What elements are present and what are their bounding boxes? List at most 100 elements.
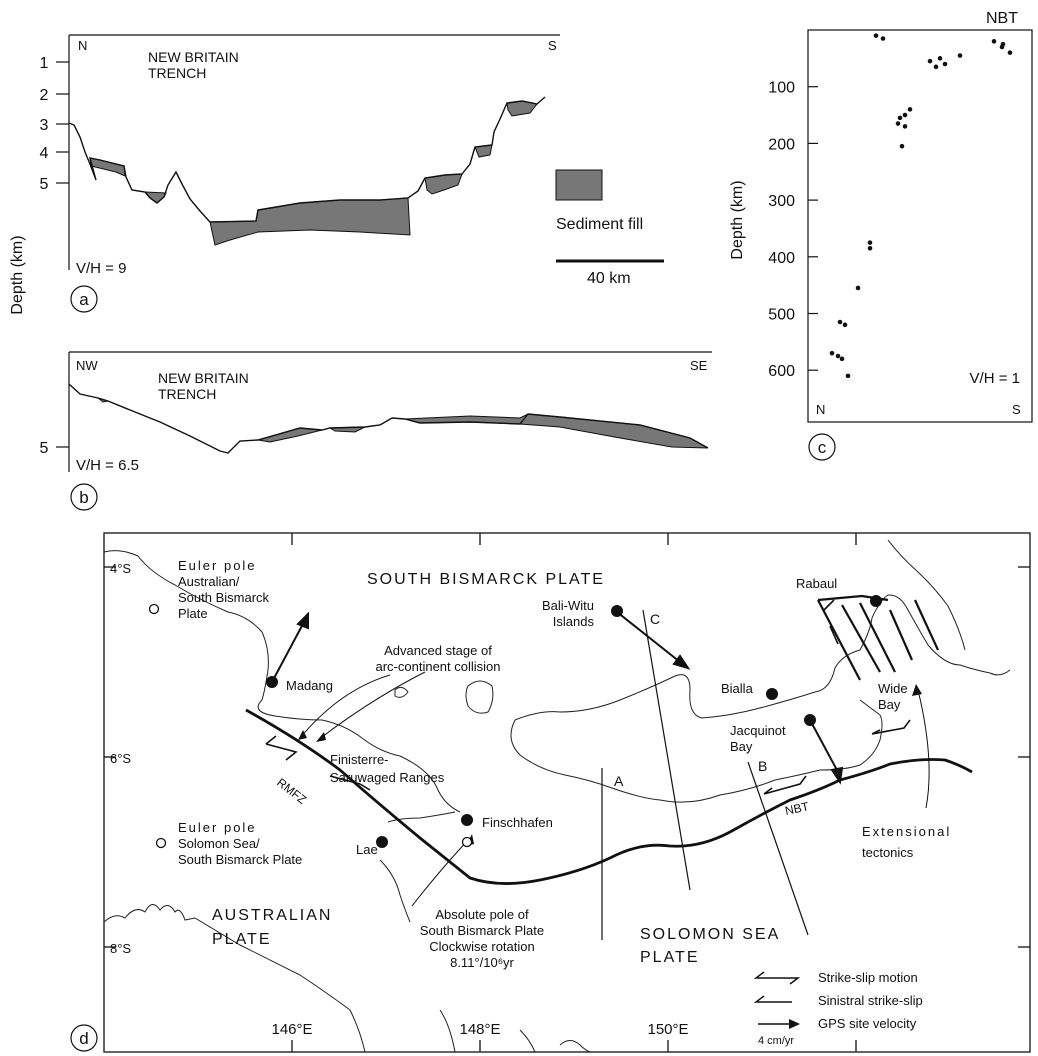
earthquake-point	[895, 121, 901, 126]
coastlines	[103, 539, 1011, 1053]
panel-a-badge-label: a	[79, 290, 89, 309]
finisterre-label-2: Saruwaged Ranges	[330, 770, 445, 785]
earthquake-point	[829, 350, 835, 356]
legend-gps-scale: 4 cm/yr	[758, 1035, 794, 1047]
absolute-4: 8.11°/10⁶yr	[450, 955, 514, 970]
lat-6s: 6°S	[110, 751, 131, 766]
shared-depth-label: Depth (km)	[9, 235, 26, 314]
sediment-fill-swatch	[555, 169, 603, 201]
absolute-pole-marker	[461, 836, 473, 848]
earthquake-point	[839, 356, 845, 362]
jacquinot-marker	[804, 714, 816, 726]
panel-a: 1 2 3 4 5 N S NEW BRITAIN TRENCH V/H = 9…	[40, 34, 664, 313]
earthquake-point	[845, 373, 851, 379]
lon-148e: 148°E	[459, 1021, 500, 1038]
panel-b-title-2: TRENCH	[158, 386, 216, 402]
lat-8s: 8°S	[110, 941, 131, 956]
panel-b-badge	[70, 483, 98, 511]
map-frame	[103, 532, 1031, 1053]
jacquinot-label-2: Bay	[730, 739, 753, 754]
earthquake-point	[933, 64, 939, 70]
nbt-label: NBT	[784, 799, 811, 818]
solomon-plate-label-2: PLATE	[640, 949, 700, 966]
earthquake-point	[880, 36, 886, 41]
legend-gps-head	[789, 1019, 800, 1029]
panel-a-ticks	[56, 61, 69, 184]
panel-c-north: N	[816, 402, 825, 417]
transect-c	[642, 609, 691, 891]
panel-c-south: S	[1012, 402, 1021, 417]
depth-tick-1: 1	[40, 55, 49, 72]
sediment-fill-label: Sediment fill	[556, 216, 643, 233]
madang-marker	[266, 676, 278, 688]
bali-witu-label-1: Bali-Witu	[542, 598, 594, 613]
panel-c-ytick-label: 300	[768, 193, 795, 210]
euler-pole-aus-marker	[148, 603, 160, 615]
depth-tick-3: 3	[40, 117, 49, 134]
absolute-2: South Bismarck Plate	[420, 923, 544, 938]
panel-c: NBT 100 200 300 400 500 600 Depth (km) N S V/…	[729, 10, 1033, 461]
solomon-plate-label-1: SOLOMON SEA	[640, 926, 780, 943]
panel-c-ytick-label: 600	[768, 363, 795, 380]
euler-aus-4: Plate	[178, 606, 208, 621]
absolute-1: Absolute pole of	[435, 907, 529, 922]
panel-a-vh: V/H = 9	[76, 260, 126, 277]
panel-a-badge	[70, 285, 98, 313]
earthquake-point	[855, 285, 861, 291]
legend-gps: GPS site velocity	[818, 1016, 917, 1031]
panel-b-depth-tick: 5	[40, 440, 49, 457]
panel-c-ytick-label: 400	[768, 250, 795, 267]
rabaul-label: Rabaul	[796, 576, 837, 591]
pole-markers	[148, 603, 473, 849]
euler-sol-2: Solomon Sea/	[178, 836, 260, 851]
euler-sol-3: South Bismarck Plate	[178, 852, 302, 867]
finisterre-label-1: Finisterre-	[330, 752, 389, 767]
extensional-1: Extensional	[862, 824, 951, 839]
earthquake-point	[1007, 50, 1013, 55]
extensional-2: tectonics	[862, 845, 914, 860]
site-markers	[266, 595, 882, 848]
panel-d-badge-label: d	[79, 1029, 88, 1048]
madang-label: Madang	[286, 678, 333, 693]
earthquake-point	[927, 58, 933, 64]
panel-b-se: SE	[690, 358, 708, 373]
legend-sinistral: Sinistral strike-slip	[818, 993, 923, 1008]
panel-c-ytick-label: 500	[768, 307, 795, 324]
depth-tick-2: 2	[40, 87, 49, 104]
earthquake-point	[902, 112, 908, 118]
australian-plate-label-1: AUSTRALIAN	[212, 907, 332, 924]
finschhafen-marker	[461, 814, 473, 826]
earthquake-point	[937, 56, 943, 61]
earthquake-point	[842, 322, 848, 328]
earthquake-point	[907, 107, 913, 112]
panel-a-north: N	[78, 38, 87, 53]
euler-aus-3: South Bismarck	[178, 590, 270, 605]
rabaul-marker	[870, 595, 882, 607]
advanced-2: arc-continent collision	[375, 659, 500, 674]
earthquake-point	[867, 245, 873, 251]
finschhafen-label: Finschhafen	[482, 815, 553, 830]
panel-a-south: S	[548, 38, 557, 53]
absolute-3: Clockwise rotation	[429, 939, 535, 954]
panel-b: 5 NW SE NEW BRITAIN TRENCH V/H = 6.5 b	[40, 351, 712, 511]
earthquake-point	[867, 240, 873, 245]
depth-tick-4: 4	[40, 145, 49, 162]
bali-witu-label-2: Islands	[553, 614, 595, 629]
earthquake-point	[902, 124, 908, 129]
earthquake-point	[999, 44, 1005, 50]
bialla-label: Bialla	[721, 681, 754, 696]
wide-bay-label-1: Wide	[878, 681, 908, 696]
map-frame-ticks	[104, 533, 1030, 1052]
earthquake-point	[837, 319, 843, 325]
gps-arrows	[271, 611, 844, 785]
panel-c-ytick-label: 200	[768, 136, 795, 153]
lon-146e: 146°E	[271, 1021, 312, 1038]
panel-c-frame	[807, 29, 1033, 423]
panel-d-badge	[70, 1024, 98, 1052]
wide-bay-label-2: Bay	[878, 697, 901, 712]
annotation-arrowheads	[298, 684, 922, 846]
panel-c-ytick-label: 100	[768, 80, 795, 97]
transects	[601, 609, 809, 940]
panel-a-sediment	[89, 100, 538, 246]
